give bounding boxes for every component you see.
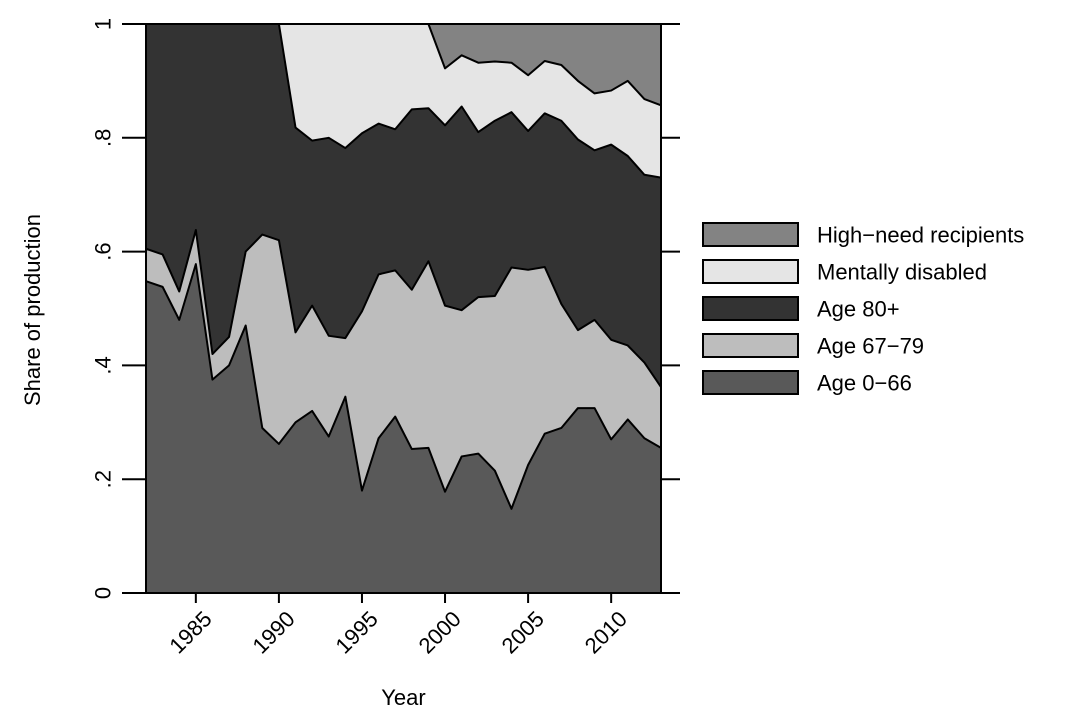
legend: High−need recipients Mentally disabled Age… bbox=[702, 222, 1024, 396]
legend-label-age-67-79: Age 67−79 bbox=[817, 334, 924, 359]
y-tick-label: .8 bbox=[91, 129, 116, 147]
y-axis-title: Share of production bbox=[20, 214, 45, 406]
x-axis-title: Year bbox=[381, 685, 425, 710]
x-tick-label: 2005 bbox=[497, 606, 549, 658]
plot-areas bbox=[145, 23, 662, 594]
x-tick-label: 1990 bbox=[247, 606, 299, 658]
y-tick-label: .2 bbox=[91, 470, 116, 488]
legend-label-high-need-recipients: High−need recipients bbox=[817, 223, 1024, 248]
legend-label-mentally-disabled: Mentally disabled bbox=[817, 260, 987, 285]
y-tick-label: .4 bbox=[91, 356, 116, 374]
area-age-0-66 bbox=[145, 263, 662, 594]
x-tick-label: 1985 bbox=[164, 606, 216, 658]
legend-swatch-age-0-66 bbox=[702, 370, 799, 395]
y-tick-label: .6 bbox=[91, 242, 116, 260]
legend-swatch-mentally-disabled bbox=[702, 259, 799, 284]
legend-label-age-0-66: Age 0−66 bbox=[817, 371, 912, 396]
y-tick-label: 0 bbox=[91, 587, 116, 599]
legend-label-age-80: Age 80+ bbox=[817, 297, 900, 322]
x-tick-label: 1995 bbox=[331, 606, 383, 658]
legend-swatch-high-need-recipients bbox=[702, 222, 799, 247]
y-tick-label: 1 bbox=[91, 18, 116, 30]
x-tick-label: 2000 bbox=[414, 606, 466, 658]
x-tick-label: 2010 bbox=[580, 606, 632, 658]
legend-swatch-age-67-79 bbox=[702, 333, 799, 358]
legend-swatch-age-80 bbox=[702, 296, 799, 321]
